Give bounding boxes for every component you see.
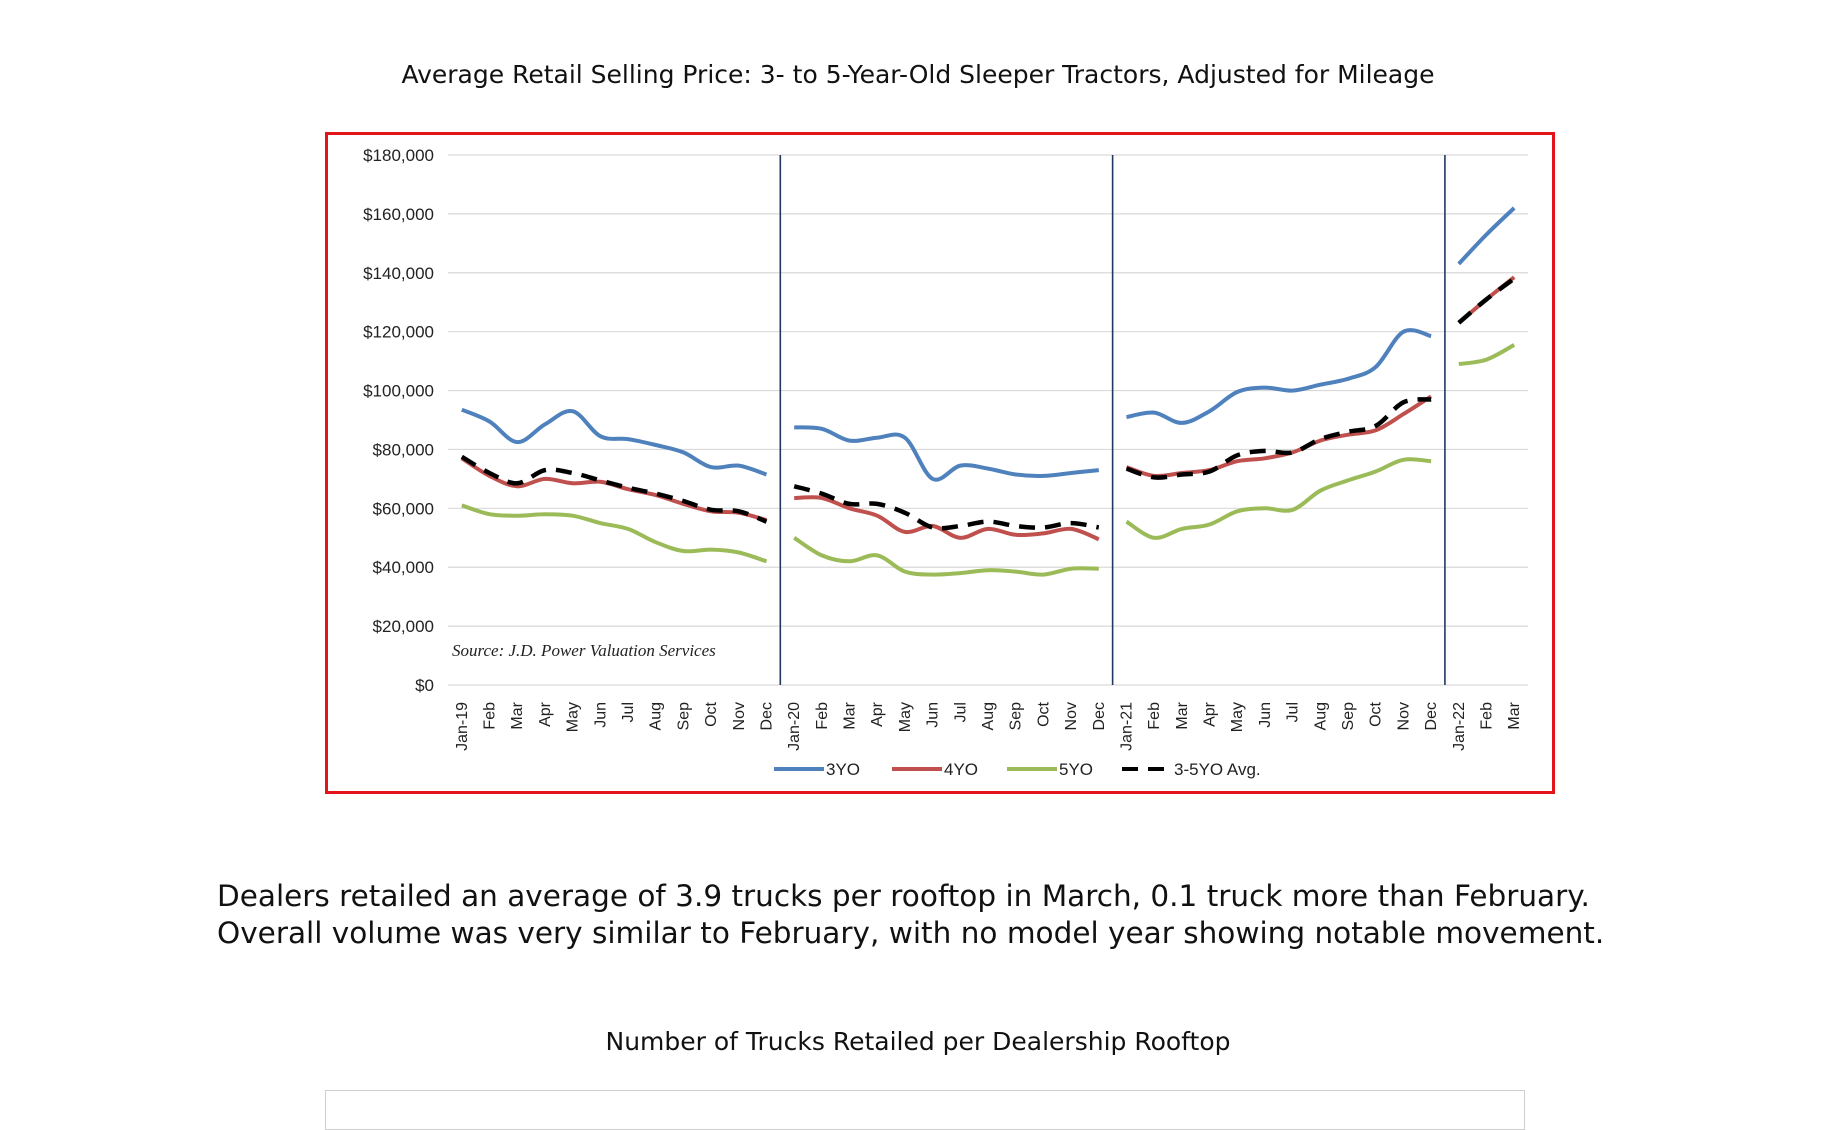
x-tick-label: Jan-22	[1451, 702, 1468, 751]
x-tick-label: Feb	[1146, 702, 1163, 730]
series-line-5yo	[1125, 457, 1432, 540]
series-line-3yo	[1126, 328, 1432, 425]
x-tick-label: Jul	[1285, 702, 1302, 722]
line-chart: $0 $20,000 $40,000 $60,000 $80,000 $100,000 $1…	[363, 146, 1528, 779]
x-tick-label: May	[565, 702, 582, 732]
series-line-3-5yo-avg	[1457, 276, 1516, 325]
x-tick-label: Aug	[648, 702, 665, 730]
y-tick-label: $100,000	[363, 382, 434, 401]
legend-label-3-5yo-avg: 3-5YO Avg.	[1174, 760, 1261, 779]
x-tick-label: Sep	[675, 702, 692, 731]
legend-label-3yo: 3YO	[826, 760, 860, 779]
y-tick-label: $180,000	[363, 146, 434, 165]
series-line-3-5yo-avg	[1125, 397, 1432, 480]
series-line-4yo	[1125, 394, 1433, 479]
series-line-3yo	[794, 425, 1099, 482]
x-tick-label: Jun	[925, 702, 942, 728]
series-line-5yo	[1458, 343, 1516, 367]
x-tick-label: Feb	[1478, 702, 1495, 730]
x-tick-label: Apr	[537, 701, 554, 727]
x-tick-label: Dec	[1423, 702, 1440, 730]
y-tick-label: $40,000	[373, 558, 434, 577]
x-tick-label: Oct	[1368, 701, 1385, 726]
x-tick-label: May	[897, 702, 914, 732]
x-tick-label: Jul	[620, 702, 637, 722]
x-tick-label: Aug	[980, 702, 997, 730]
second-chart-frame	[325, 1090, 1525, 1130]
chart-title: Average Retail Selling Price: 3- to 5-Ye…	[401, 60, 1435, 89]
y-tick-label: $120,000	[363, 323, 434, 342]
x-tick-label: Mar	[842, 701, 859, 729]
x-tick-label: Jul	[952, 702, 969, 722]
x-tick-label: Nov	[1395, 702, 1412, 730]
second-chart-title: Number of Trucks Retailed per Dealership…	[605, 1027, 1231, 1056]
y-tick-label: $20,000	[373, 617, 434, 636]
series-line-3-5yo-avg	[793, 484, 1100, 531]
x-tick-label: Jun	[592, 702, 609, 728]
source-note: Source: J.D. Power Valuation Services	[452, 641, 716, 660]
x-tick-label: Mar	[1174, 701, 1191, 729]
x-tick-label: Jan-21	[1118, 702, 1135, 751]
legend-label-4yo: 4YO	[944, 760, 978, 779]
x-tick-label: Dec	[758, 702, 775, 730]
series-line-3yo	[1457, 206, 1516, 266]
x-tick-label: Mar	[1506, 701, 1523, 729]
x-tick-label: Apr	[869, 701, 886, 727]
series-line-4yo	[794, 495, 1100, 542]
x-tick-label: Oct	[703, 701, 720, 726]
y-tick-label: $140,000	[363, 264, 434, 283]
series-line-5yo	[461, 503, 768, 564]
x-tick-label: Nov	[731, 702, 748, 730]
x-tick-label: Sep	[1008, 702, 1025, 731]
x-tick-label: Jun	[1257, 702, 1274, 728]
x-tick-label: Oct	[1035, 701, 1052, 726]
x-tick-label: Sep	[1340, 702, 1357, 731]
y-tick-label: $0	[415, 676, 434, 695]
y-tick-label: $80,000	[373, 440, 434, 459]
x-tick-label: Jan-19	[454, 702, 471, 751]
x-tick-label: Feb	[814, 702, 831, 730]
x-tick-label: May	[1229, 702, 1246, 732]
legend-label-5yo: 5YO	[1059, 760, 1093, 779]
x-tick-label: Apr	[1202, 701, 1219, 727]
x-tick-label: Jan-20	[786, 702, 803, 751]
series-line-3-5yo-avg	[460, 454, 768, 524]
x-tick-label: Aug	[1312, 702, 1329, 730]
x-tick-label: Dec	[1091, 702, 1108, 730]
chart-frame: $0 $20,000 $40,000 $60,000 $80,000 $100,000 $1…	[325, 132, 1555, 794]
series-line-3yo	[461, 407, 768, 477]
body-paragraph: Dealers retailed an average of 3.9 truck…	[217, 879, 1605, 950]
x-tick-label: Feb	[482, 702, 499, 730]
x-tick-label: Nov	[1063, 702, 1080, 730]
x-tick-label: Mar	[509, 701, 526, 729]
series-line-5yo	[793, 536, 1099, 577]
y-tick-label: $60,000	[373, 499, 434, 518]
y-tick-label: $160,000	[363, 205, 434, 224]
